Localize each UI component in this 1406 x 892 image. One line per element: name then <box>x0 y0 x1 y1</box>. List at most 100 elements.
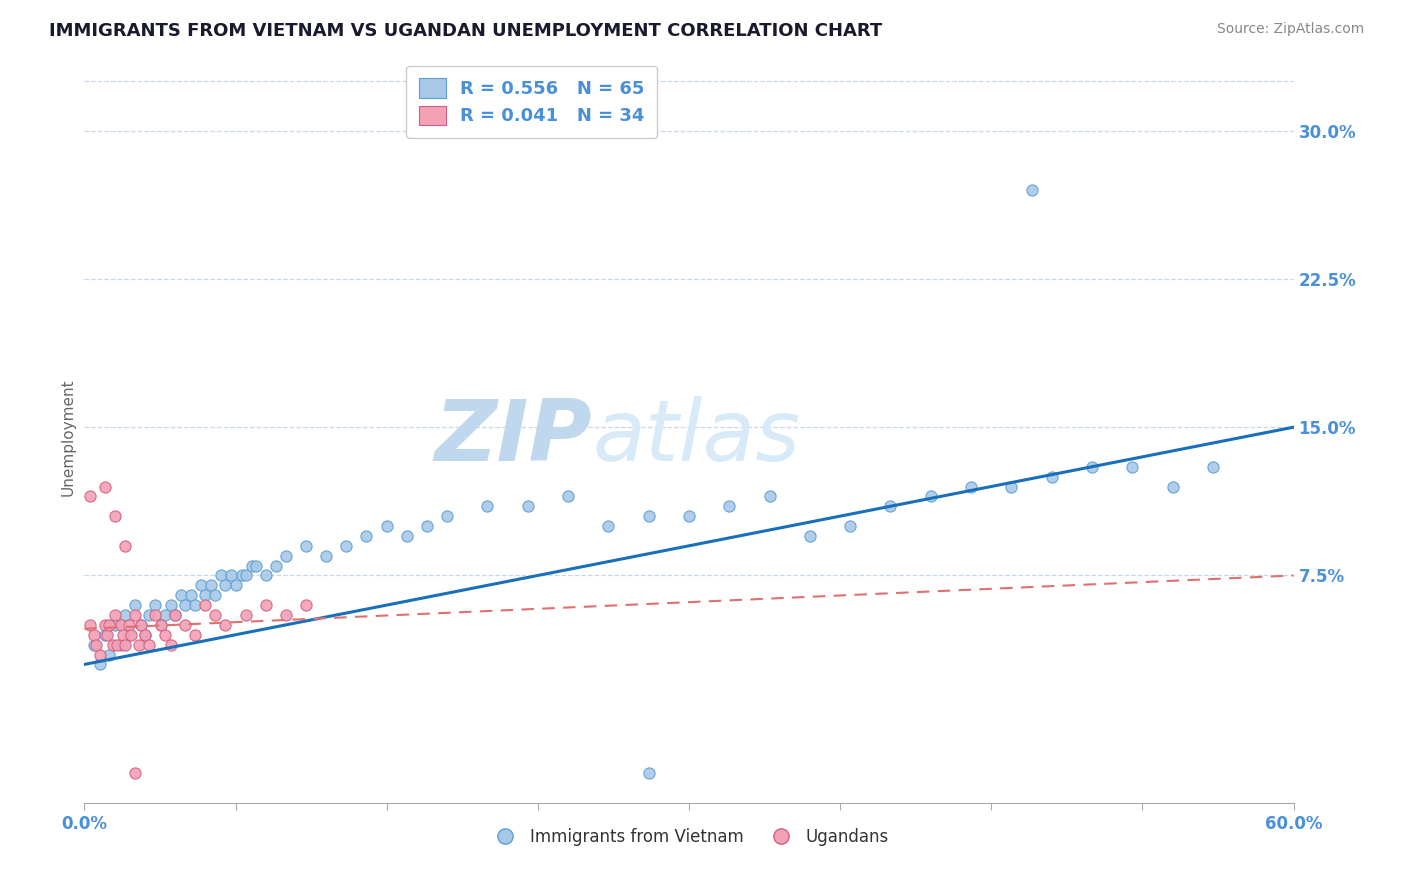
Point <box>335 539 357 553</box>
Point <box>93 618 115 632</box>
Point <box>160 598 183 612</box>
Point <box>245 558 267 573</box>
Point <box>118 628 141 642</box>
Text: ZIP: ZIP <box>434 395 592 479</box>
Point <box>637 509 659 524</box>
Point <box>129 618 152 632</box>
Point <box>165 607 187 622</box>
Point <box>214 578 236 592</box>
Point <box>225 578 247 592</box>
Point <box>160 638 183 652</box>
Point <box>110 618 132 632</box>
Point <box>436 509 458 524</box>
Point <box>718 500 741 514</box>
Point <box>97 618 120 632</box>
Point <box>1202 459 1225 474</box>
Point <box>839 519 862 533</box>
Point <box>254 568 277 582</box>
Point <box>240 558 263 573</box>
Point <box>89 648 111 662</box>
Point <box>1021 183 1043 197</box>
Point <box>598 519 620 533</box>
Point <box>274 549 297 563</box>
Point <box>143 598 166 612</box>
Point <box>83 628 105 642</box>
Point <box>114 638 136 652</box>
Text: atlas: atlas <box>592 395 800 479</box>
Point <box>960 479 983 493</box>
Point <box>557 489 579 503</box>
Point <box>235 607 257 622</box>
Legend: Immigrants from Vietnam, Ugandans: Immigrants from Vietnam, Ugandans <box>482 822 896 853</box>
Point <box>124 766 146 780</box>
Point <box>1161 479 1184 493</box>
Point <box>416 519 439 533</box>
Text: IMMIGRANTS FROM VIETNAM VS UGANDAN UNEMPLOYMENT CORRELATION CHART: IMMIGRANTS FROM VIETNAM VS UGANDAN UNEMP… <box>49 22 883 40</box>
Point <box>138 638 160 652</box>
Text: Source: ZipAtlas.com: Source: ZipAtlas.com <box>1216 22 1364 37</box>
Point <box>184 628 207 642</box>
Point <box>200 578 222 592</box>
Point <box>153 607 176 622</box>
Point <box>879 500 901 514</box>
Point <box>124 607 146 622</box>
Point <box>149 618 172 632</box>
Point <box>356 529 378 543</box>
Point <box>1081 459 1104 474</box>
Point <box>97 648 120 662</box>
Point <box>1040 469 1063 483</box>
Point <box>190 578 212 592</box>
Point <box>254 598 277 612</box>
Point <box>111 628 134 642</box>
Point <box>516 500 538 514</box>
Point <box>231 568 253 582</box>
Point <box>637 766 659 780</box>
Point <box>204 607 226 622</box>
Point <box>1121 459 1143 474</box>
Point <box>799 529 821 543</box>
Point <box>138 607 160 622</box>
Point <box>104 618 127 632</box>
Point <box>118 618 141 632</box>
Point <box>96 628 118 642</box>
Point <box>86 638 108 652</box>
Point <box>128 638 150 652</box>
Point <box>93 628 115 642</box>
Point <box>204 588 226 602</box>
Point <box>315 549 337 563</box>
Point <box>149 618 172 632</box>
Point <box>134 628 156 642</box>
Point <box>375 519 398 533</box>
Point <box>114 539 136 553</box>
Point <box>264 558 287 573</box>
Point <box>104 607 127 622</box>
Point <box>274 607 297 622</box>
Point <box>477 500 499 514</box>
Point <box>678 509 700 524</box>
Point <box>184 598 207 612</box>
Point <box>89 657 111 672</box>
Point <box>110 638 132 652</box>
Point <box>170 588 193 602</box>
Point <box>120 628 142 642</box>
Point <box>221 568 243 582</box>
Point <box>93 479 115 493</box>
Point <box>920 489 942 503</box>
Point <box>758 489 780 503</box>
Point <box>129 618 152 632</box>
Point <box>295 539 318 553</box>
Point <box>79 489 101 503</box>
Point <box>209 568 232 582</box>
Point <box>165 607 187 622</box>
Point <box>174 618 197 632</box>
Point <box>105 638 128 652</box>
Point <box>114 607 136 622</box>
Point <box>101 638 124 652</box>
Point <box>214 618 236 632</box>
Point <box>124 598 146 612</box>
Point <box>134 628 156 642</box>
Point <box>295 598 318 612</box>
Point <box>79 618 101 632</box>
Point <box>143 607 166 622</box>
Point <box>395 529 418 543</box>
